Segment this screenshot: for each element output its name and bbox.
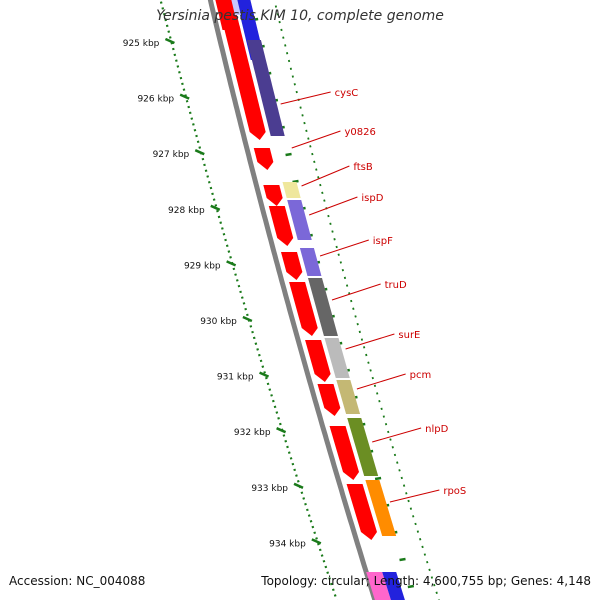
orf-arrow (346, 484, 377, 540)
orf-arrow (263, 185, 283, 206)
ispF-gene-block (299, 248, 322, 276)
ruler-tick-label: 931 kbp (217, 373, 254, 383)
orf-arrow (329, 426, 360, 480)
topology-label: Topology: (261, 574, 318, 588)
ruler-tick-label: 934 kbp (269, 539, 306, 549)
ruler-tick-label: 928 kbp (168, 206, 205, 216)
outer-ruler-tick (399, 557, 406, 562)
outer-ruler-tick (292, 179, 299, 184)
ruler-tick (276, 427, 287, 434)
gene-label-leader (319, 239, 369, 257)
ruler-tick (226, 260, 237, 267)
ruler-tick-label: 927 kbp (153, 150, 190, 160)
gene-label-cysc: cysC (335, 88, 359, 99)
gene-tracks (207, 0, 405, 600)
genome-backbone (207, 0, 378, 600)
ruler-tick-label: 926 kbp (137, 95, 174, 105)
accession-value: NC_004088 (76, 574, 146, 588)
gene-label-leader (372, 427, 422, 443)
accession-label: Accession: (9, 574, 73, 588)
ruler-tick (179, 93, 190, 100)
ftsB-gene-block (282, 182, 301, 198)
gene-labels: cysC y0826 ftsB ispD ispF truD surE pcm nlpD rpoS (280, 88, 466, 503)
genes-value: 4,148 (556, 574, 591, 588)
gene-label-leader (389, 489, 440, 503)
surE-gene-block (324, 338, 350, 378)
gene-label-y0826: y0826 (344, 127, 375, 138)
gene-label-nlpd: nlpD (425, 424, 448, 435)
gene-label-leader (291, 130, 341, 149)
kbp-ruler: 925 kbp 926 kbp 927 kbp 928 kbp 929 kbp 930 k… (123, 0, 440, 600)
outer-ruler-tick (374, 476, 382, 481)
orf-arrow (317, 384, 341, 416)
orf-arrow (268, 206, 294, 246)
gene-label-pcm: pcm (410, 370, 432, 381)
ruler-line (159, 0, 338, 600)
ruler-tick-label: 933 kbp (251, 484, 288, 494)
gene-label-leader (308, 196, 358, 216)
orf-arrow (305, 340, 331, 382)
nlpD-gene-block (347, 418, 379, 476)
gene-label-sure: surE (398, 330, 420, 341)
ruler-tick (242, 315, 253, 323)
cysC-gene-block (246, 40, 285, 136)
accession-info: Accession: NC_004088 (9, 574, 145, 588)
gene-label-leader (356, 373, 406, 390)
orf-arrow (280, 252, 303, 280)
ruler-tick-label: 929 kbp (184, 261, 221, 271)
gene-label-leader (345, 333, 395, 350)
ruler-tick (194, 149, 205, 156)
orf-arrow (253, 148, 274, 170)
gene-label-ispd: ispD (361, 193, 383, 204)
outer-ruler-line (273, 0, 440, 600)
genome-stats: Topology: circular; Length: 4,600,755 bp… (261, 574, 591, 588)
gene-label-leader (331, 283, 381, 301)
bottom-feature-block (366, 572, 391, 600)
orf-arrow (223, 25, 266, 140)
ruler-tick-label: 930 kbp (200, 317, 237, 327)
gene-label-leader (280, 91, 331, 105)
ruler-tick (210, 204, 221, 211)
ruler-tick (311, 538, 322, 545)
ispD-gene-block (287, 200, 312, 240)
gene-label-ispf: ispF (373, 236, 393, 247)
ruler-tick (164, 37, 175, 45)
ruler-tick-label: 925 kbp (123, 39, 160, 49)
length-value: 4,600,755 bp; (422, 574, 508, 588)
ruler-tick-label: 932 kbp (234, 428, 271, 438)
length-label: Length: (373, 574, 420, 588)
gene-label-leader (301, 165, 350, 187)
gene-label-ftsb: ftsB (353, 162, 372, 173)
outer-ruler-tick (285, 152, 292, 157)
genes-label: Genes: (510, 574, 553, 588)
ruler-tick (293, 482, 304, 489)
top-feature-block (231, 0, 241, 15)
topology-value: circular; (321, 574, 370, 588)
pcm-gene-block (336, 380, 361, 414)
map-title: Yersinia pestis KIM 10, complete genome (156, 8, 444, 24)
ruler-tick (259, 371, 270, 378)
gene-label-trud: truD (385, 280, 407, 291)
outer-ruler-tick (407, 584, 415, 589)
orf-arrow (289, 282, 318, 336)
gene-label-rpos: rpoS (443, 486, 466, 497)
bottom-feature-block (382, 572, 405, 600)
truD-gene-block (307, 278, 338, 336)
rpoS-gene-block (365, 480, 397, 536)
